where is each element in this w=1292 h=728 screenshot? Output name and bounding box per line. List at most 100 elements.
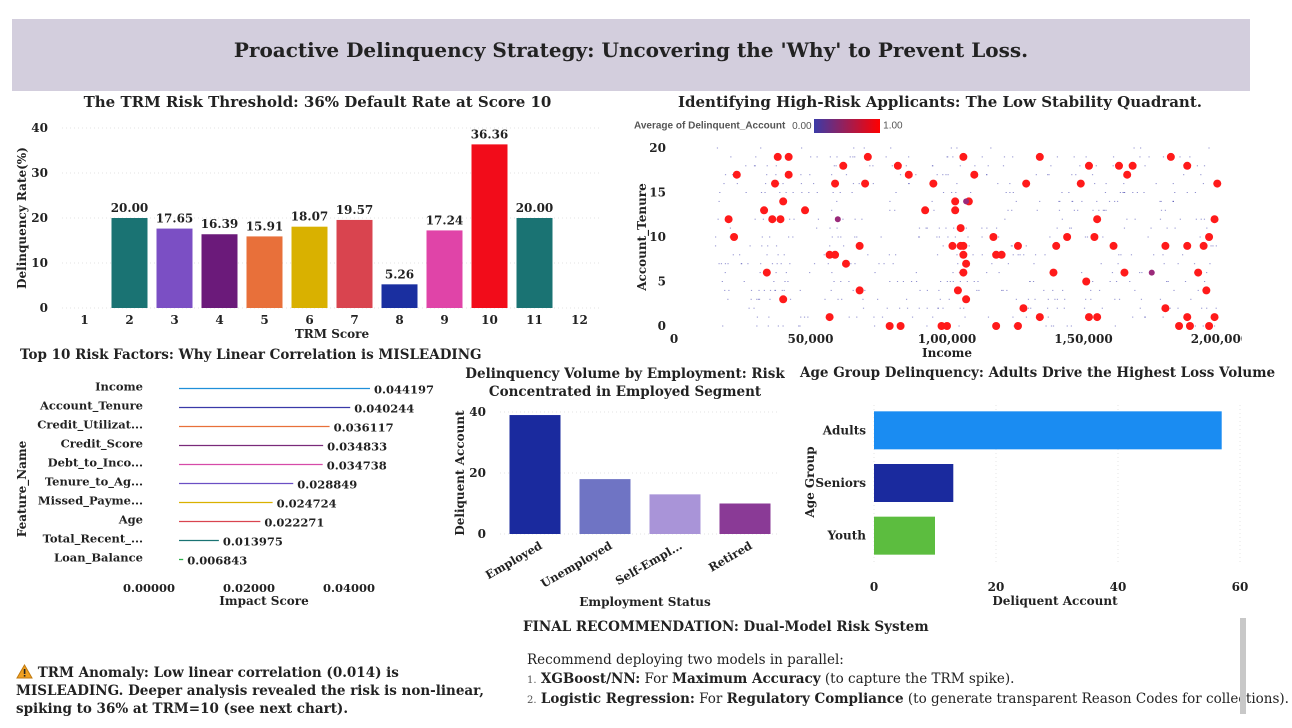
scatter-point-low [727, 298, 729, 300]
scatter-point-low [1023, 254, 1025, 256]
bar [201, 234, 238, 308]
scatter-point-low [1120, 254, 1122, 256]
scatter-point-low [946, 281, 948, 282]
factors-chart[interactable]: Income 0.044197 Account_Tenure 0.040244 Cred… [12, 372, 442, 617]
scatter-point-low [926, 325, 928, 327]
scatter-chart[interactable]: 0 5 10 15 20 0 50,000 1,00,000 1,50,000 2,00,000 I… [630, 138, 1242, 363]
scatter-point-low [831, 236, 833, 238]
scatter-point-low [840, 236, 842, 238]
header-banner: Proactive Delinquency Strategy: Uncoveri… [12, 19, 1250, 91]
x-axis-label: Income [922, 346, 972, 360]
y-tick-label: 10 [31, 256, 48, 270]
scatter-point-low [1094, 183, 1096, 185]
scatter-point-low [1081, 272, 1083, 274]
scatter-point-low [757, 298, 760, 300]
scatter-point-high [1175, 322, 1184, 330]
scatter-point-low [987, 165, 989, 167]
scatter-point-high [1202, 286, 1211, 295]
scatter-point-low [956, 147, 958, 149]
data-label: 18.07 [291, 210, 329, 224]
scatter-point-low [1045, 325, 1047, 327]
scatter-point-low [1189, 156, 1191, 158]
scatter-point-low [1001, 289, 1003, 291]
scatter-point-low [1112, 165, 1114, 167]
scatter-point-low [1159, 298, 1162, 300]
scatter-point-low [1034, 298, 1036, 300]
scatter-point-low [997, 236, 1000, 238]
scatter-point-high [959, 250, 968, 259]
scatter-point-low [1183, 174, 1185, 176]
scatter-point-low [1141, 272, 1143, 274]
scatter-point-low [730, 156, 732, 158]
scatter-legend: Average of Delinquent_Account 0.00 1.00 [634, 119, 903, 135]
x-tick-label: 1 [80, 313, 88, 327]
scatter-point-low [801, 192, 803, 193]
scatter-point-low [945, 227, 947, 229]
scatter-point-low [889, 209, 891, 211]
scatter-point-low [1056, 307, 1058, 309]
bar [579, 479, 631, 534]
scatter-point-low [974, 165, 976, 167]
x-tick-label: 9 [440, 313, 448, 327]
scatter-point-low [1092, 281, 1094, 282]
scatter-point-low [1039, 200, 1041, 202]
scatter-point-low [1203, 218, 1206, 220]
scatter-point-low [877, 298, 879, 300]
scatter-point-low [908, 183, 910, 185]
scatter-point-high [1013, 322, 1022, 330]
scatter-point-low [881, 316, 884, 318]
scatter-point-low [775, 272, 777, 274]
scatter-point-low [1054, 298, 1056, 300]
scatter-point-low [800, 183, 803, 185]
scatter-point-low [1085, 298, 1087, 300]
data-label: 0.034833 [327, 440, 387, 454]
scatter-point-low [1123, 183, 1125, 185]
scatter-point-low [1203, 165, 1206, 167]
scatter-point-low [852, 183, 855, 185]
scatter-point-low [1005, 192, 1007, 193]
scatter-point-low [926, 227, 928, 229]
scatter-point-low [1091, 174, 1094, 176]
x-tick-label: Employed [483, 538, 545, 582]
age-chart[interactable]: 0 20 40 60 Adults Seniors Youth Deliquent Accou… [800, 395, 1250, 615]
x-tick-label: 0 [670, 332, 678, 346]
scatter-point-low [942, 307, 944, 309]
scatter-point-low [830, 289, 832, 291]
scatter-point-low [829, 245, 831, 247]
x-tick-label: 20 [988, 580, 1005, 594]
anomaly-line-2: MISLEADING. Deeper analysis revealed the… [16, 683, 484, 699]
scatter-point-low [1079, 165, 1081, 167]
scatter-point-low [775, 174, 777, 176]
scatter-point-low [750, 289, 753, 291]
y-tick-label: 10 [649, 230, 666, 244]
y-axis-label: Feature_Name [15, 440, 30, 537]
scatter-point-low [1104, 192, 1107, 193]
scatter-point-low [1011, 245, 1013, 247]
scatter-point-low [997, 183, 999, 185]
scatter-point-low [951, 192, 953, 193]
anomaly-line-3: spiking to 36% at TRM=10 (see next chart… [16, 701, 349, 717]
scatter-point-mid [1148, 269, 1155, 276]
scatter-point-low [1150, 227, 1152, 229]
anomaly-line-1: TRM Anomaly: Low linear correlation (0.0… [16, 663, 456, 682]
x-tick-label: 3 [170, 313, 178, 327]
scatter-point-high [953, 286, 962, 295]
data-label: 0.013975 [223, 535, 283, 549]
scatter-point-high [893, 161, 902, 170]
scatter-point-low [894, 209, 896, 211]
scatter-point-low [854, 263, 856, 265]
scatter-point-low [1012, 254, 1014, 256]
scatter-point-low [1015, 298, 1017, 300]
scrollbar[interactable] [1240, 618, 1246, 714]
scatter-point-low [1114, 325, 1116, 327]
scatter-point-high [784, 152, 793, 161]
bar [649, 494, 701, 534]
scatter-point-low [767, 245, 769, 247]
scatter-point-low [1139, 307, 1141, 309]
scatter-point-low [1206, 307, 1208, 309]
scatter-point-low [1101, 307, 1103, 309]
scatter-point-low [1166, 281, 1168, 282]
scatter-point-low [896, 281, 899, 282]
